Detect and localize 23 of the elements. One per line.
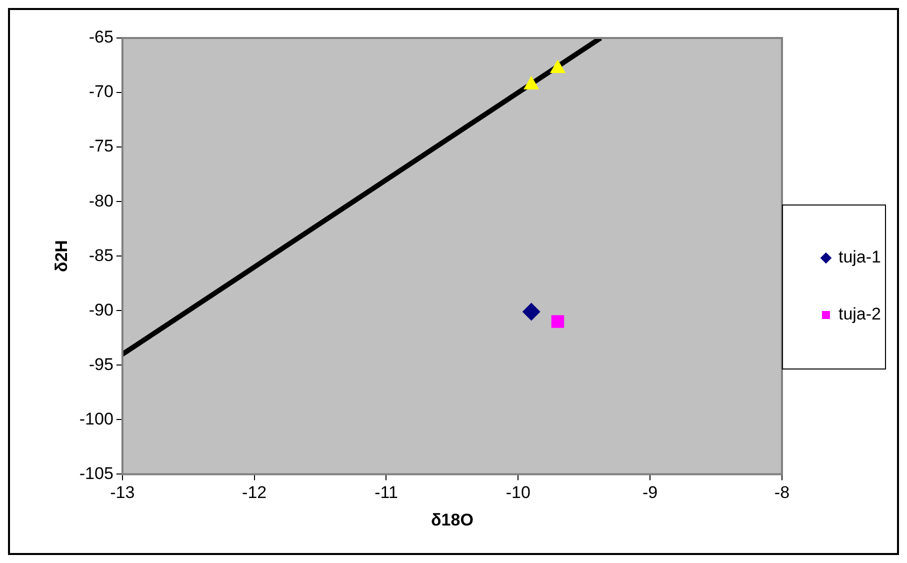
y-tick-label: -90: [88, 300, 114, 320]
y-tick-label: -65: [88, 28, 114, 47]
y-axis-title: δ2H: [52, 240, 71, 272]
x-tick-label: -13: [110, 483, 135, 502]
y-tick-label: -105: [79, 464, 114, 483]
y-tick-label: -80: [88, 191, 114, 210]
x-tick-label: -9: [642, 483, 658, 502]
point: [524, 76, 540, 90]
x-axis-title: δ18O: [430, 510, 474, 530]
legend-label: tuja-2: [838, 304, 882, 324]
y-tick-label: -70: [88, 82, 114, 102]
x-tick-label: -8: [774, 483, 790, 502]
y-tick-label: -75: [88, 136, 114, 156]
y-tick-label: -95: [88, 354, 114, 374]
x-tick-label: -12: [242, 483, 267, 502]
x-tick-label: -10: [506, 483, 530, 502]
y-tick-label: -85: [88, 246, 114, 265]
point: [550, 60, 566, 74]
y-tick-label: -100: [79, 409, 114, 428]
x-tick-label: -11: [374, 483, 398, 502]
legend-label: tuja-1: [838, 248, 882, 267]
point: [522, 302, 540, 321]
point: [551, 315, 564, 328]
